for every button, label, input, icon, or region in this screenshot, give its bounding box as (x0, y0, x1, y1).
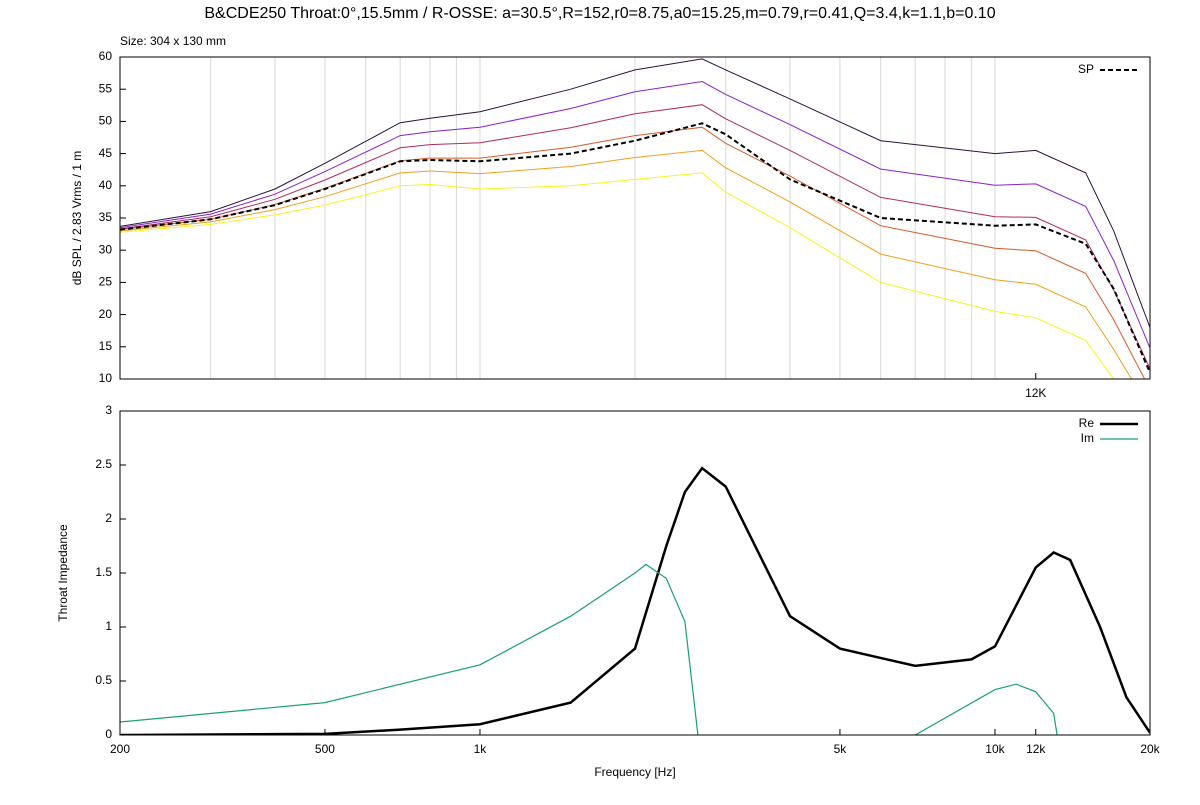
x-tick-label: 200 (110, 742, 130, 756)
y-tick-label: 2 (105, 511, 112, 525)
y-tick-label: 1.5 (95, 565, 112, 579)
y-tick-label: 2.5 (95, 457, 112, 471)
y-axis-label: dB SPL / 2.83 Vrms / 1 m (70, 151, 84, 286)
series-line (120, 80, 1150, 349)
plot-frame (119, 410, 1151, 736)
y-axis-label: Throat Impedance (56, 524, 70, 622)
y-tick-label: 40 (99, 178, 113, 192)
chart-subtitle: Size: 304 x 130 mm (120, 34, 226, 48)
series-line (120, 172, 1115, 379)
legend-label: Re (1079, 416, 1095, 430)
x-axis-label: Frequency [Hz] (594, 765, 675, 779)
y-tick-label: 0 (105, 727, 112, 741)
chart-title: B&CDE250 Throat:0°,15.5mm / R-OSSE: a=30… (204, 5, 995, 22)
y-tick-label: 1 (105, 619, 112, 633)
y-tick-label: 35 (99, 210, 113, 224)
y-tick-label: 3 (105, 403, 112, 417)
y-tick-label: 60 (99, 49, 113, 63)
x-tick-label: 20k (1140, 742, 1160, 756)
series-line (120, 104, 1150, 369)
series-line (120, 563, 1058, 735)
plot-frame (119, 56, 1151, 380)
series-line (120, 466, 1150, 735)
series-line (120, 58, 1150, 328)
y-tick-label: 55 (99, 81, 113, 95)
y-tick-label: 20 (99, 307, 113, 321)
y-tick-label: 15 (99, 339, 113, 353)
y-tick-label: 0.5 (95, 673, 112, 687)
legend-label: Im (1081, 431, 1094, 445)
legend-label: SP (1078, 62, 1094, 76)
x-tick-label: 12k (1026, 742, 1046, 756)
x-tick-label: 12K (1025, 386, 1046, 400)
y-tick-label: 30 (99, 242, 113, 256)
x-tick-label: 1k (474, 742, 488, 756)
series-line (120, 122, 1150, 373)
y-tick-label: 45 (99, 146, 113, 160)
x-tick-label: 10k (985, 742, 1005, 756)
x-tick-label: 500 (315, 742, 335, 756)
x-tick-label: 5k (834, 742, 848, 756)
y-tick-label: 25 (99, 275, 113, 289)
y-tick-label: 10 (99, 371, 113, 385)
y-tick-label: 50 (99, 114, 113, 128)
series-line (120, 149, 1133, 379)
